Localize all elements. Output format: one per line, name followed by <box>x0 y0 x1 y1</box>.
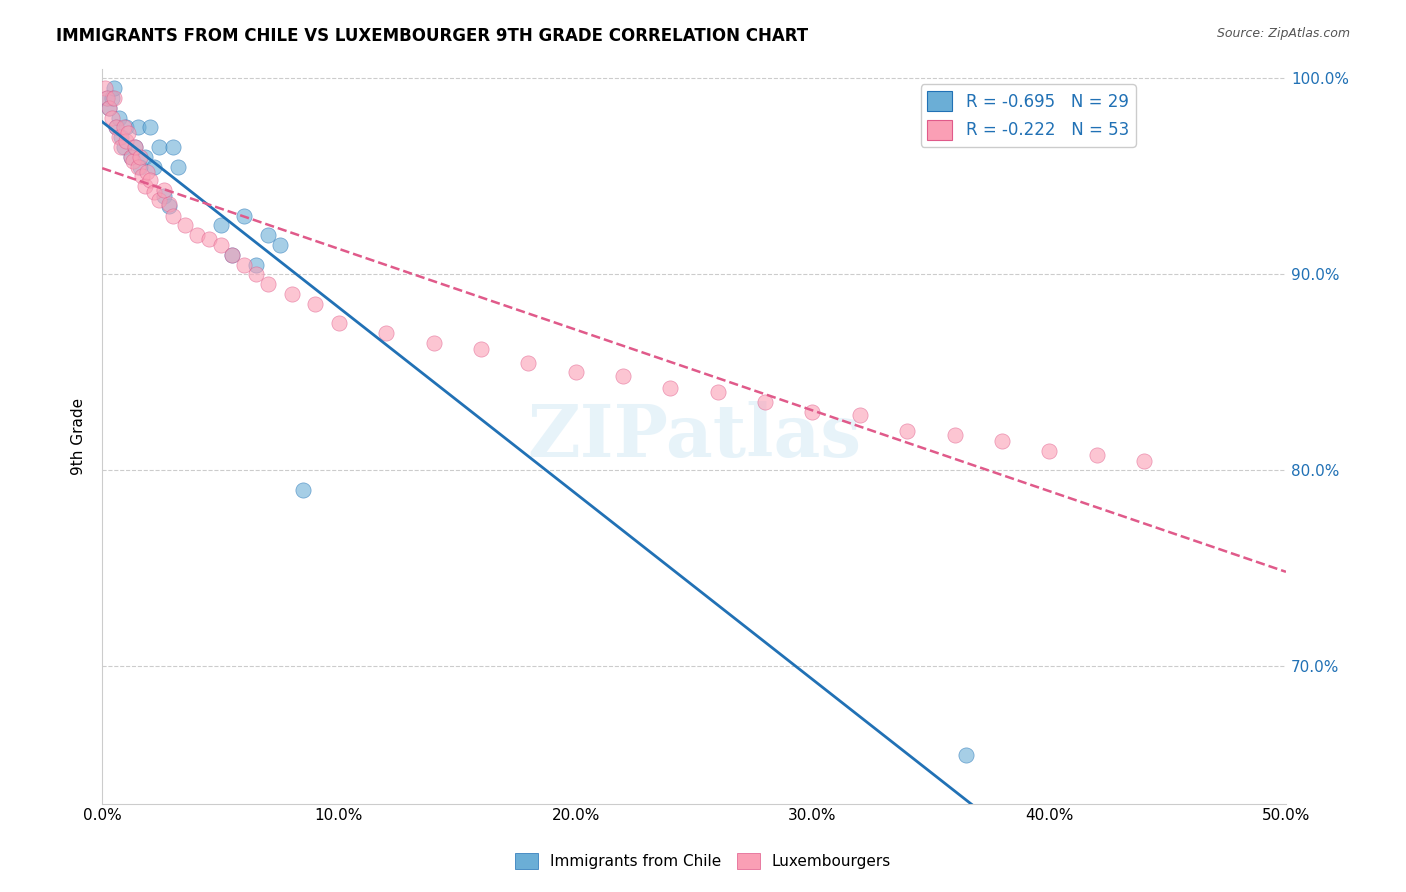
Point <box>136 165 159 179</box>
Point <box>112 120 135 135</box>
Point <box>98 101 121 115</box>
Point <box>221 248 243 262</box>
Point <box>124 140 146 154</box>
Point <box>991 434 1014 448</box>
Point <box>280 287 302 301</box>
Point <box>124 140 146 154</box>
Legend: Immigrants from Chile, Luxembourgers: Immigrants from Chile, Luxembourgers <box>509 847 897 875</box>
Point <box>96 91 118 105</box>
Point <box>143 185 166 199</box>
Text: ZIPatlas: ZIPatlas <box>527 401 860 472</box>
Point <box>564 365 586 379</box>
Point <box>470 342 492 356</box>
Point <box>98 101 121 115</box>
Point <box>143 160 166 174</box>
Point <box>245 258 267 272</box>
Point <box>233 209 256 223</box>
Point <box>127 120 149 135</box>
Legend: R = -0.695   N = 29, R = -0.222   N = 53: R = -0.695 N = 29, R = -0.222 N = 53 <box>921 84 1136 146</box>
Point <box>100 91 122 105</box>
Y-axis label: 9th Grade: 9th Grade <box>72 398 86 475</box>
Point <box>849 409 872 423</box>
Point <box>105 120 128 135</box>
Point <box>134 150 156 164</box>
Point <box>955 747 977 762</box>
Point <box>659 381 682 395</box>
Point <box>103 81 125 95</box>
Point <box>134 179 156 194</box>
Point <box>304 297 326 311</box>
Point <box>129 150 152 164</box>
Point <box>706 384 728 399</box>
Point <box>115 120 138 135</box>
Point <box>209 238 232 252</box>
Point <box>517 355 540 369</box>
Point <box>186 228 208 243</box>
Point <box>157 199 180 213</box>
Point <box>127 160 149 174</box>
Point <box>107 111 129 125</box>
Point <box>115 134 138 148</box>
Point <box>122 153 145 168</box>
Point <box>120 150 142 164</box>
Point <box>221 248 243 262</box>
Point <box>152 183 174 197</box>
Point <box>754 394 776 409</box>
Point <box>612 369 634 384</box>
Point <box>257 277 280 292</box>
Point <box>110 130 132 145</box>
Point <box>269 238 291 252</box>
Point <box>245 268 267 282</box>
Point <box>148 140 170 154</box>
Point <box>328 317 350 331</box>
Point <box>112 140 135 154</box>
Point <box>96 91 118 105</box>
Point <box>162 140 184 154</box>
Point <box>1038 443 1060 458</box>
Point <box>110 140 132 154</box>
Point <box>292 483 315 497</box>
Point <box>120 150 142 164</box>
Point <box>1133 453 1156 467</box>
Point <box>93 81 115 95</box>
Point <box>209 219 232 233</box>
Point <box>896 424 918 438</box>
Point <box>148 193 170 207</box>
Point <box>138 173 160 187</box>
Point <box>157 196 180 211</box>
Point <box>107 130 129 145</box>
Point <box>801 404 824 418</box>
Point <box>257 228 280 243</box>
Point <box>233 258 256 272</box>
Text: IMMIGRANTS FROM CHILE VS LUXEMBOURGER 9TH GRADE CORRELATION CHART: IMMIGRANTS FROM CHILE VS LUXEMBOURGER 9T… <box>56 27 808 45</box>
Point <box>129 160 152 174</box>
Point <box>100 111 122 125</box>
Point <box>422 335 444 350</box>
Point <box>162 209 184 223</box>
Point <box>103 91 125 105</box>
Point <box>131 169 153 184</box>
Point <box>105 120 128 135</box>
Point <box>138 120 160 135</box>
Point <box>174 219 197 233</box>
Text: Source: ZipAtlas.com: Source: ZipAtlas.com <box>1216 27 1350 40</box>
Point <box>375 326 398 340</box>
Point <box>943 428 966 442</box>
Point <box>1085 448 1108 462</box>
Point <box>152 189 174 203</box>
Point <box>117 126 139 140</box>
Point <box>197 232 219 246</box>
Point <box>167 160 190 174</box>
